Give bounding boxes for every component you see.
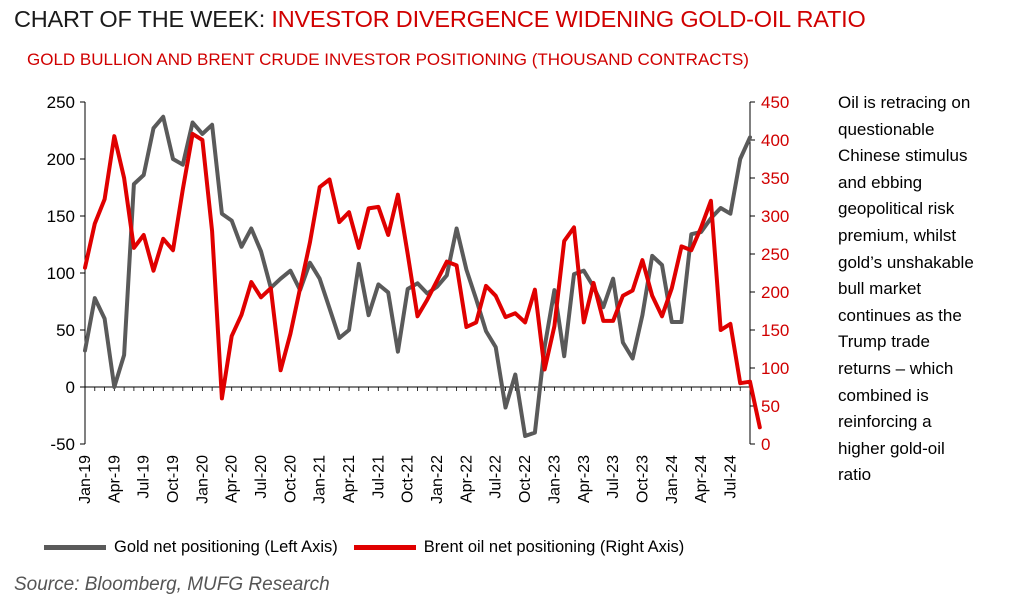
note-line: geopolitical risk (838, 199, 955, 219)
title-highlight: INVESTOR DIVERGENCE WIDENING GOLD-OIL RA… (271, 6, 866, 32)
right-axis-tick-label: 150 (761, 321, 789, 340)
positioning-chart: -50 0 50 100 150 200 250 0 50 100 150 200 250 300 350 4… (47, 93, 790, 504)
x-axis-tick-label: Jan-20 (194, 455, 211, 504)
x-axis-tick-label: Jan-23 (546, 455, 563, 504)
chart-subtitle: GOLD BULLION AND BRENT CRUDE INVESTOR PO… (27, 50, 749, 69)
note-line: Chinese stimulus (838, 146, 968, 166)
left-axis-tick-label: 150 (47, 207, 75, 226)
right-axis-tick-label: 250 (761, 245, 789, 264)
note-line: returns – which (838, 358, 954, 378)
left-axis-tick-label: 200 (47, 150, 75, 169)
x-axis-tick-label: Apr-23 (576, 455, 593, 503)
note-line: premium, whilst (838, 225, 957, 245)
legend-swatch-gold (44, 545, 106, 550)
x-axis-tick-label: Oct-23 (634, 455, 651, 503)
left-axis-tick-label: 50 (56, 321, 75, 340)
x-axis-tick-label: Jan-19 (77, 455, 94, 504)
legend-item-oil: Brent oil net positioning (Right Axis) (353, 538, 685, 557)
note-line: questionable (838, 119, 935, 139)
x-axis-tick-label: Oct-21 (400, 455, 417, 503)
legend-label-oil: Brent oil net positioning (Right Axis) (423, 538, 685, 556)
legend-label-gold: Gold net positioning (Left Axis) (114, 538, 338, 556)
note-line: continues as the (838, 305, 962, 325)
x-axis-tick-label: Jul-23 (605, 455, 622, 499)
gold-series-line (83, 114, 752, 438)
x-axis-tick-label: Jan-24 (664, 455, 681, 504)
right-axis-tick-label: 300 (761, 207, 789, 226)
right-axis-tick-label: 200 (761, 283, 789, 302)
commentary-note: Oil is retracing on questionable Chinese s… (838, 90, 1016, 489)
note-line: gold’s unshakable (838, 252, 974, 272)
x-axis-tick-label: Apr-24 (693, 455, 710, 503)
note-line: combined is (838, 385, 929, 405)
page-title: CHART OF THE WEEK: INVESTOR DIVERGENCE W… (14, 6, 866, 33)
x-axis-tick-label: Jan-21 (312, 455, 329, 504)
x-axis-tick-label: Jan-22 (429, 455, 446, 504)
right-axis-tick-label: 450 (761, 93, 789, 112)
chart-axes: -50 0 50 100 150 200 250 0 50 100 150 200 250 300 350 4… (47, 93, 790, 504)
chart-legend: Gold net positioning (Left Axis) Brent o… (44, 538, 700, 557)
x-axis-tick-label: Apr-20 (224, 455, 241, 503)
source-note: Source: Bloomberg, MUFG Research (14, 574, 330, 595)
title-prefix: CHART OF THE WEEK: (14, 6, 272, 32)
note-line: bull market (838, 279, 922, 299)
x-axis-tick-label: Oct-19 (165, 455, 182, 503)
note-line: Trump trade (838, 332, 930, 352)
x-axis-tick-label: Oct-22 (517, 455, 534, 503)
right-axis-tick-label: 0 (761, 435, 770, 454)
x-axis-tick-label: Apr-21 (341, 455, 358, 503)
left-axis-tick-label: 0 (66, 378, 75, 397)
note-line: Oil is retracing on (838, 93, 971, 112)
right-axis-tick-label: 50 (761, 397, 780, 416)
legend-swatch-oil (353, 545, 416, 550)
note-line: and ebbing (838, 172, 923, 192)
x-axis-tick-label: Jul-24 (722, 455, 739, 499)
x-axis-tick-label: Jul-22 (488, 455, 505, 499)
chart-series (83, 114, 762, 438)
x-axis-tick-label: Jul-20 (253, 455, 270, 499)
note-line: higher gold-oil (838, 438, 945, 458)
legend-item-gold: Gold net positioning (Left Axis) (44, 538, 338, 557)
oil-series-line (83, 131, 762, 430)
left-axis-tick-label: 100 (47, 264, 75, 283)
left-axis-tick-label: -50 (50, 435, 75, 454)
x-axis-tick-label: Jul-19 (136, 455, 153, 499)
right-axis-tick-label: 100 (761, 359, 789, 378)
x-axis-tick-label: Apr-22 (458, 455, 475, 503)
right-axis-tick-label: 350 (761, 169, 789, 188)
right-axis-tick-label: 400 (761, 131, 789, 150)
x-axis-tick-label: Oct-20 (282, 455, 299, 503)
x-axis-tick-label: Jul-21 (370, 455, 387, 499)
note-line: ratio (838, 465, 872, 485)
x-axis-tick-label: Apr-19 (106, 455, 123, 503)
left-axis-tick-label: 250 (47, 93, 75, 112)
note-line: reinforcing a (838, 412, 932, 432)
